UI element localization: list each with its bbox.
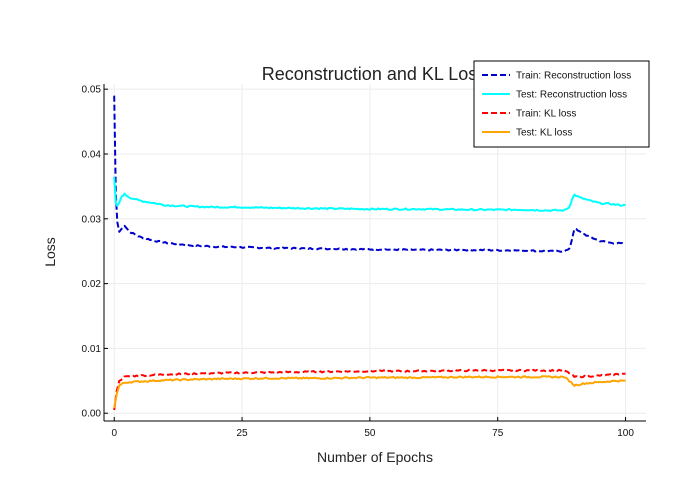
series-line-0 bbox=[113, 95, 626, 253]
legend: Train: Reconstruction loss Test: Reconstr… bbox=[473, 60, 650, 148]
x-tick-label: 100 bbox=[617, 428, 634, 439]
legend-label: Test: KL loss bbox=[516, 128, 572, 139]
y-tick-label: 0.02 bbox=[82, 279, 102, 290]
axes bbox=[103, 84, 646, 422]
legend-label: Test: Reconstruction loss bbox=[516, 90, 627, 101]
series-line-1 bbox=[113, 176, 626, 212]
series-line-3 bbox=[113, 375, 626, 409]
grid-lines bbox=[104, 84, 646, 421]
legend-label: Train: KL loss bbox=[516, 109, 576, 120]
chart-title: Reconstruction and KL Loss bbox=[262, 64, 486, 84]
x-tick-label: 0 bbox=[111, 428, 117, 439]
y-tick-label: 0.04 bbox=[82, 149, 102, 160]
y-tick-label: 0.03 bbox=[82, 214, 102, 225]
tick-labels: 0 25 50 75 100 0.00 0.01 0.02 0.03 0.04 0.05 bbox=[82, 85, 635, 439]
y-tick-label: 0.00 bbox=[82, 409, 102, 420]
x-axis-label: Number of Epochs bbox=[317, 449, 433, 465]
x-tick-label: 50 bbox=[364, 428, 376, 439]
y-axis-label: Loss bbox=[42, 237, 58, 267]
x-tick-label: 25 bbox=[236, 428, 248, 439]
legend-label: Train: Reconstruction loss bbox=[516, 71, 631, 82]
series-lines bbox=[113, 95, 626, 411]
y-tick-label: 0.01 bbox=[82, 344, 102, 355]
y-tick-label: 0.05 bbox=[82, 85, 102, 96]
x-tick-label: 75 bbox=[492, 428, 504, 439]
